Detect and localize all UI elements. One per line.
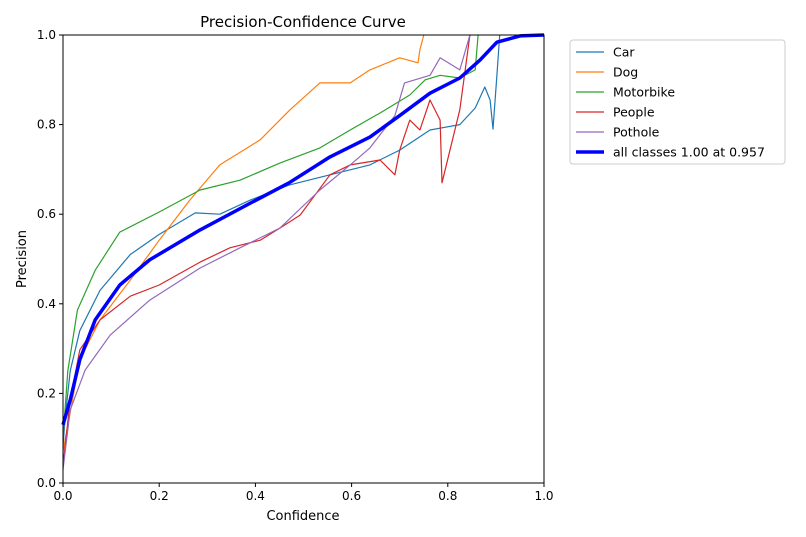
series-line-dog	[62, 34, 425, 452]
y-tick-label: 0.4	[37, 297, 56, 311]
x-tick-label: 0.2	[150, 489, 169, 503]
chart-title: Precision-Confidence Curve	[200, 13, 406, 31]
series-line-motorbike	[62, 34, 479, 439]
x-tick-label: 1.0	[534, 489, 553, 503]
x-axis-ticks: 0.0 0.2 0.4 0.6 0.8 1.0	[53, 483, 554, 503]
y-tick-label: 0.2	[37, 386, 56, 400]
y-axis-ticks: 0.0 0.2 0.4 0.6 0.8 1.0	[37, 28, 63, 490]
legend-label: Motorbike	[613, 85, 675, 100]
series-line-people	[62, 34, 471, 466]
legend-label: People	[613, 105, 655, 120]
x-tick-label: 0.4	[246, 489, 265, 503]
x-axis-label: Confidence	[266, 509, 339, 524]
y-tick-label: 0.0	[37, 476, 56, 490]
legend-frame	[569, 39, 786, 165]
series-line-pothole	[62, 34, 471, 470]
legend-label: Car	[613, 45, 635, 60]
x-tick-label: 0.8	[438, 489, 457, 503]
legend-label: Dog	[613, 65, 638, 80]
legend: Car Dog Motorbike People Pothole all classes …	[569, 39, 786, 165]
series-line-all	[61, 33, 545, 426]
x-tick-label: 0.6	[342, 489, 361, 503]
series-line-car	[62, 34, 501, 448]
y-tick-label: 0.8	[37, 118, 56, 132]
legend-label: Pothole	[613, 125, 660, 140]
plot-lines	[61, 33, 545, 470]
legend-label: all classes 1.00 at 0.957	[613, 145, 765, 160]
y-tick-label: 1.0	[37, 28, 56, 42]
plot-frame	[62, 34, 545, 484]
y-tick-label: 0.6	[37, 207, 56, 221]
y-axis-label: Precision	[15, 230, 30, 288]
x-tick-label: 0.0	[53, 489, 72, 503]
